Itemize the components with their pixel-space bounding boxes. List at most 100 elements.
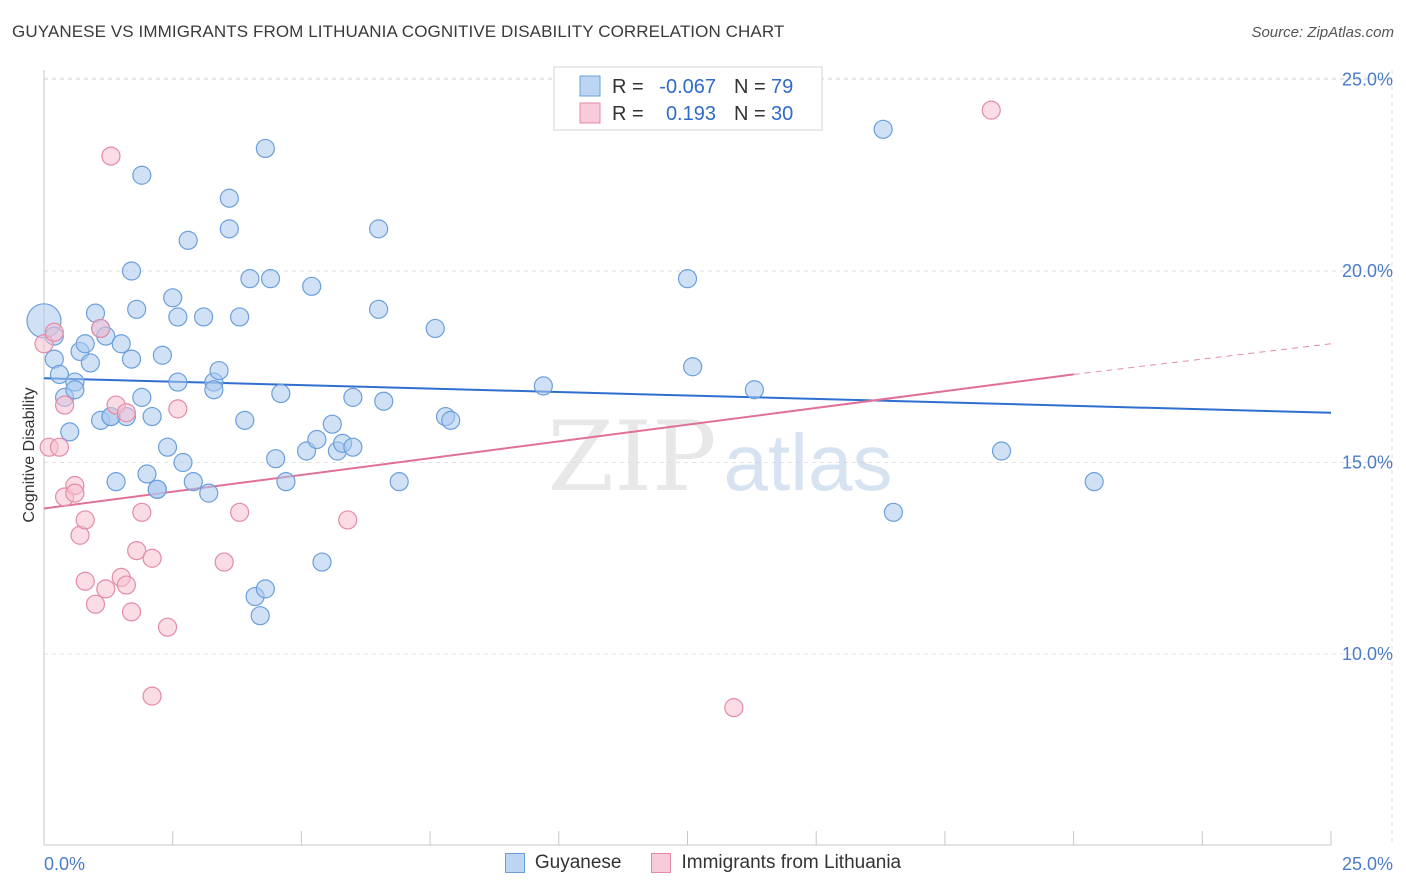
point-guyanese-7	[65, 380, 85, 400]
point-guyanese-9	[75, 334, 95, 354]
point-guyanese-3	[49, 364, 70, 385]
chart-title: GUYANESE VS IMMIGRANTS FROM LITHUANIA CO…	[12, 22, 785, 41]
point-lithuania-3	[49, 437, 70, 457]
point-guyanese-29	[163, 288, 183, 308]
point-guyanese-47	[255, 138, 275, 159]
point-lithuania-30	[981, 100, 1001, 120]
chart-source: Source: ZipAtlas.com	[1251, 24, 1394, 41]
point-guyanese-52	[276, 472, 296, 492]
point-guyanese-51	[271, 383, 291, 404]
guyanese-swatch	[504, 853, 525, 873]
point-guyanese-61	[343, 387, 363, 407]
y-tick-label-3: 25.0%	[1342, 70, 1393, 90]
point-lithuania-28	[338, 510, 358, 530]
point-guyanese-69	[533, 376, 553, 396]
point-guyanese-30	[168, 307, 188, 327]
legend-n-value-2: 30	[771, 103, 793, 125]
point-guyanese-40	[219, 188, 239, 208]
axes	[43, 70, 1332, 846]
point-guyanese-77	[147, 479, 167, 499]
point-guyanese-75	[991, 441, 1012, 461]
point-guyanese-36	[199, 483, 219, 503]
legend-n-label-1: N =	[734, 76, 766, 98]
point-guyanese-48	[255, 579, 275, 599]
trend-line-guyanese	[43, 377, 1332, 414]
point-guyanese-39	[209, 360, 229, 381]
point-lithuania-19	[121, 602, 142, 622]
point-guyanese-55	[307, 429, 327, 450]
point-lithuania-18	[116, 575, 136, 595]
point-lithuania-13	[96, 579, 116, 599]
point-lithuania-10	[75, 571, 95, 591]
data-points	[26, 100, 1104, 718]
point-lithuania-25	[168, 399, 188, 419]
point-guyanese-66	[425, 318, 445, 339]
y-tick-label-0: 10.0%	[1342, 644, 1393, 664]
point-guyanese-32	[173, 452, 193, 473]
point-lithuania-12	[91, 318, 111, 339]
point-guyanese-41	[219, 219, 239, 239]
tick-labels: 10.0% 15.0% 20.0% 25.0% 0.0% 25.0%	[44, 70, 1393, 875]
legend-r-value-2: 0.193	[666, 103, 716, 125]
point-guyanese-25	[142, 406, 162, 427]
point-guyanese-64	[374, 391, 394, 411]
legend-n-label-2: N =	[734, 103, 766, 125]
point-lithuania-20	[127, 540, 147, 561]
point-guyanese-70	[677, 269, 698, 289]
point-guyanese-16	[106, 472, 126, 492]
point-guyanese-50	[266, 449, 286, 469]
point-guyanese-63	[369, 219, 389, 239]
trend-line-lithuania-extension	[1073, 343, 1332, 375]
point-guyanese-28	[157, 437, 178, 457]
point-guyanese-43	[235, 410, 255, 430]
point-guyanese-73	[873, 119, 893, 139]
point-guyanese-71	[683, 357, 703, 377]
legend-label-lithuania: Immigrants from Lithuania	[681, 852, 902, 873]
point-lithuania-24	[157, 617, 178, 637]
point-guyanese-54	[302, 276, 322, 296]
point-guyanese-17	[111, 334, 131, 354]
legend-swatch-guyanese	[579, 75, 601, 97]
point-lithuania-22	[142, 548, 162, 568]
y-tick-label-2: 20.0%	[1342, 261, 1393, 281]
legend-r-label-2: R =	[612, 103, 644, 125]
point-guyanese-74	[883, 502, 904, 522]
x-tick-label-0: 0.0%	[44, 854, 85, 874]
point-guyanese-38	[204, 380, 224, 400]
point-guyanese-21	[127, 299, 147, 319]
point-guyanese-5	[60, 422, 80, 442]
point-guyanese-49	[260, 269, 281, 289]
point-lithuania-23	[142, 686, 162, 706]
legend-item-guyanese[interactable]: Guyanese	[504, 852, 621, 874]
y-tick-label-1: 15.0%	[1342, 453, 1393, 473]
point-guyanese-62	[369, 299, 389, 319]
point-guyanese-72	[744, 380, 765, 400]
point-lithuania-11	[85, 594, 106, 614]
legend-item-lithuania[interactable]: Immigrants from Lithuania	[651, 852, 901, 874]
point-guyanese-23	[132, 165, 152, 185]
point-lithuania-14	[101, 146, 121, 166]
watermark: ZIP atlas	[547, 401, 892, 513]
legend-r-label-1: R =	[612, 76, 644, 98]
point-lithuania-26	[214, 552, 234, 572]
point-guyanese-10	[80, 353, 100, 373]
point-lithuania-17	[116, 403, 136, 423]
x-tick-label-1: 25.0%	[1342, 854, 1393, 874]
point-guyanese-20	[121, 349, 142, 369]
legend-r-value-1: -0.067	[659, 76, 716, 98]
point-guyanese-56	[312, 552, 332, 572]
point-lithuania-9	[75, 510, 95, 530]
stats-legend: R = -0.067 N = 79 R = 0.193 N = 30	[553, 66, 823, 131]
trend-lines	[43, 343, 1332, 510]
watermark-atlas: atlas	[724, 418, 893, 507]
point-guyanese-46	[250, 606, 270, 626]
point-lithuania-29	[724, 698, 744, 718]
point-lithuania-1	[44, 322, 64, 342]
y-axis-label: Cognitive Disability	[21, 387, 38, 522]
point-guyanese-68	[441, 410, 461, 430]
point-guyanese-34	[183, 472, 203, 492]
point-lithuania-4	[54, 395, 75, 415]
trend-line-lithuania	[43, 373, 1074, 510]
point-guyanese-65	[389, 472, 409, 492]
